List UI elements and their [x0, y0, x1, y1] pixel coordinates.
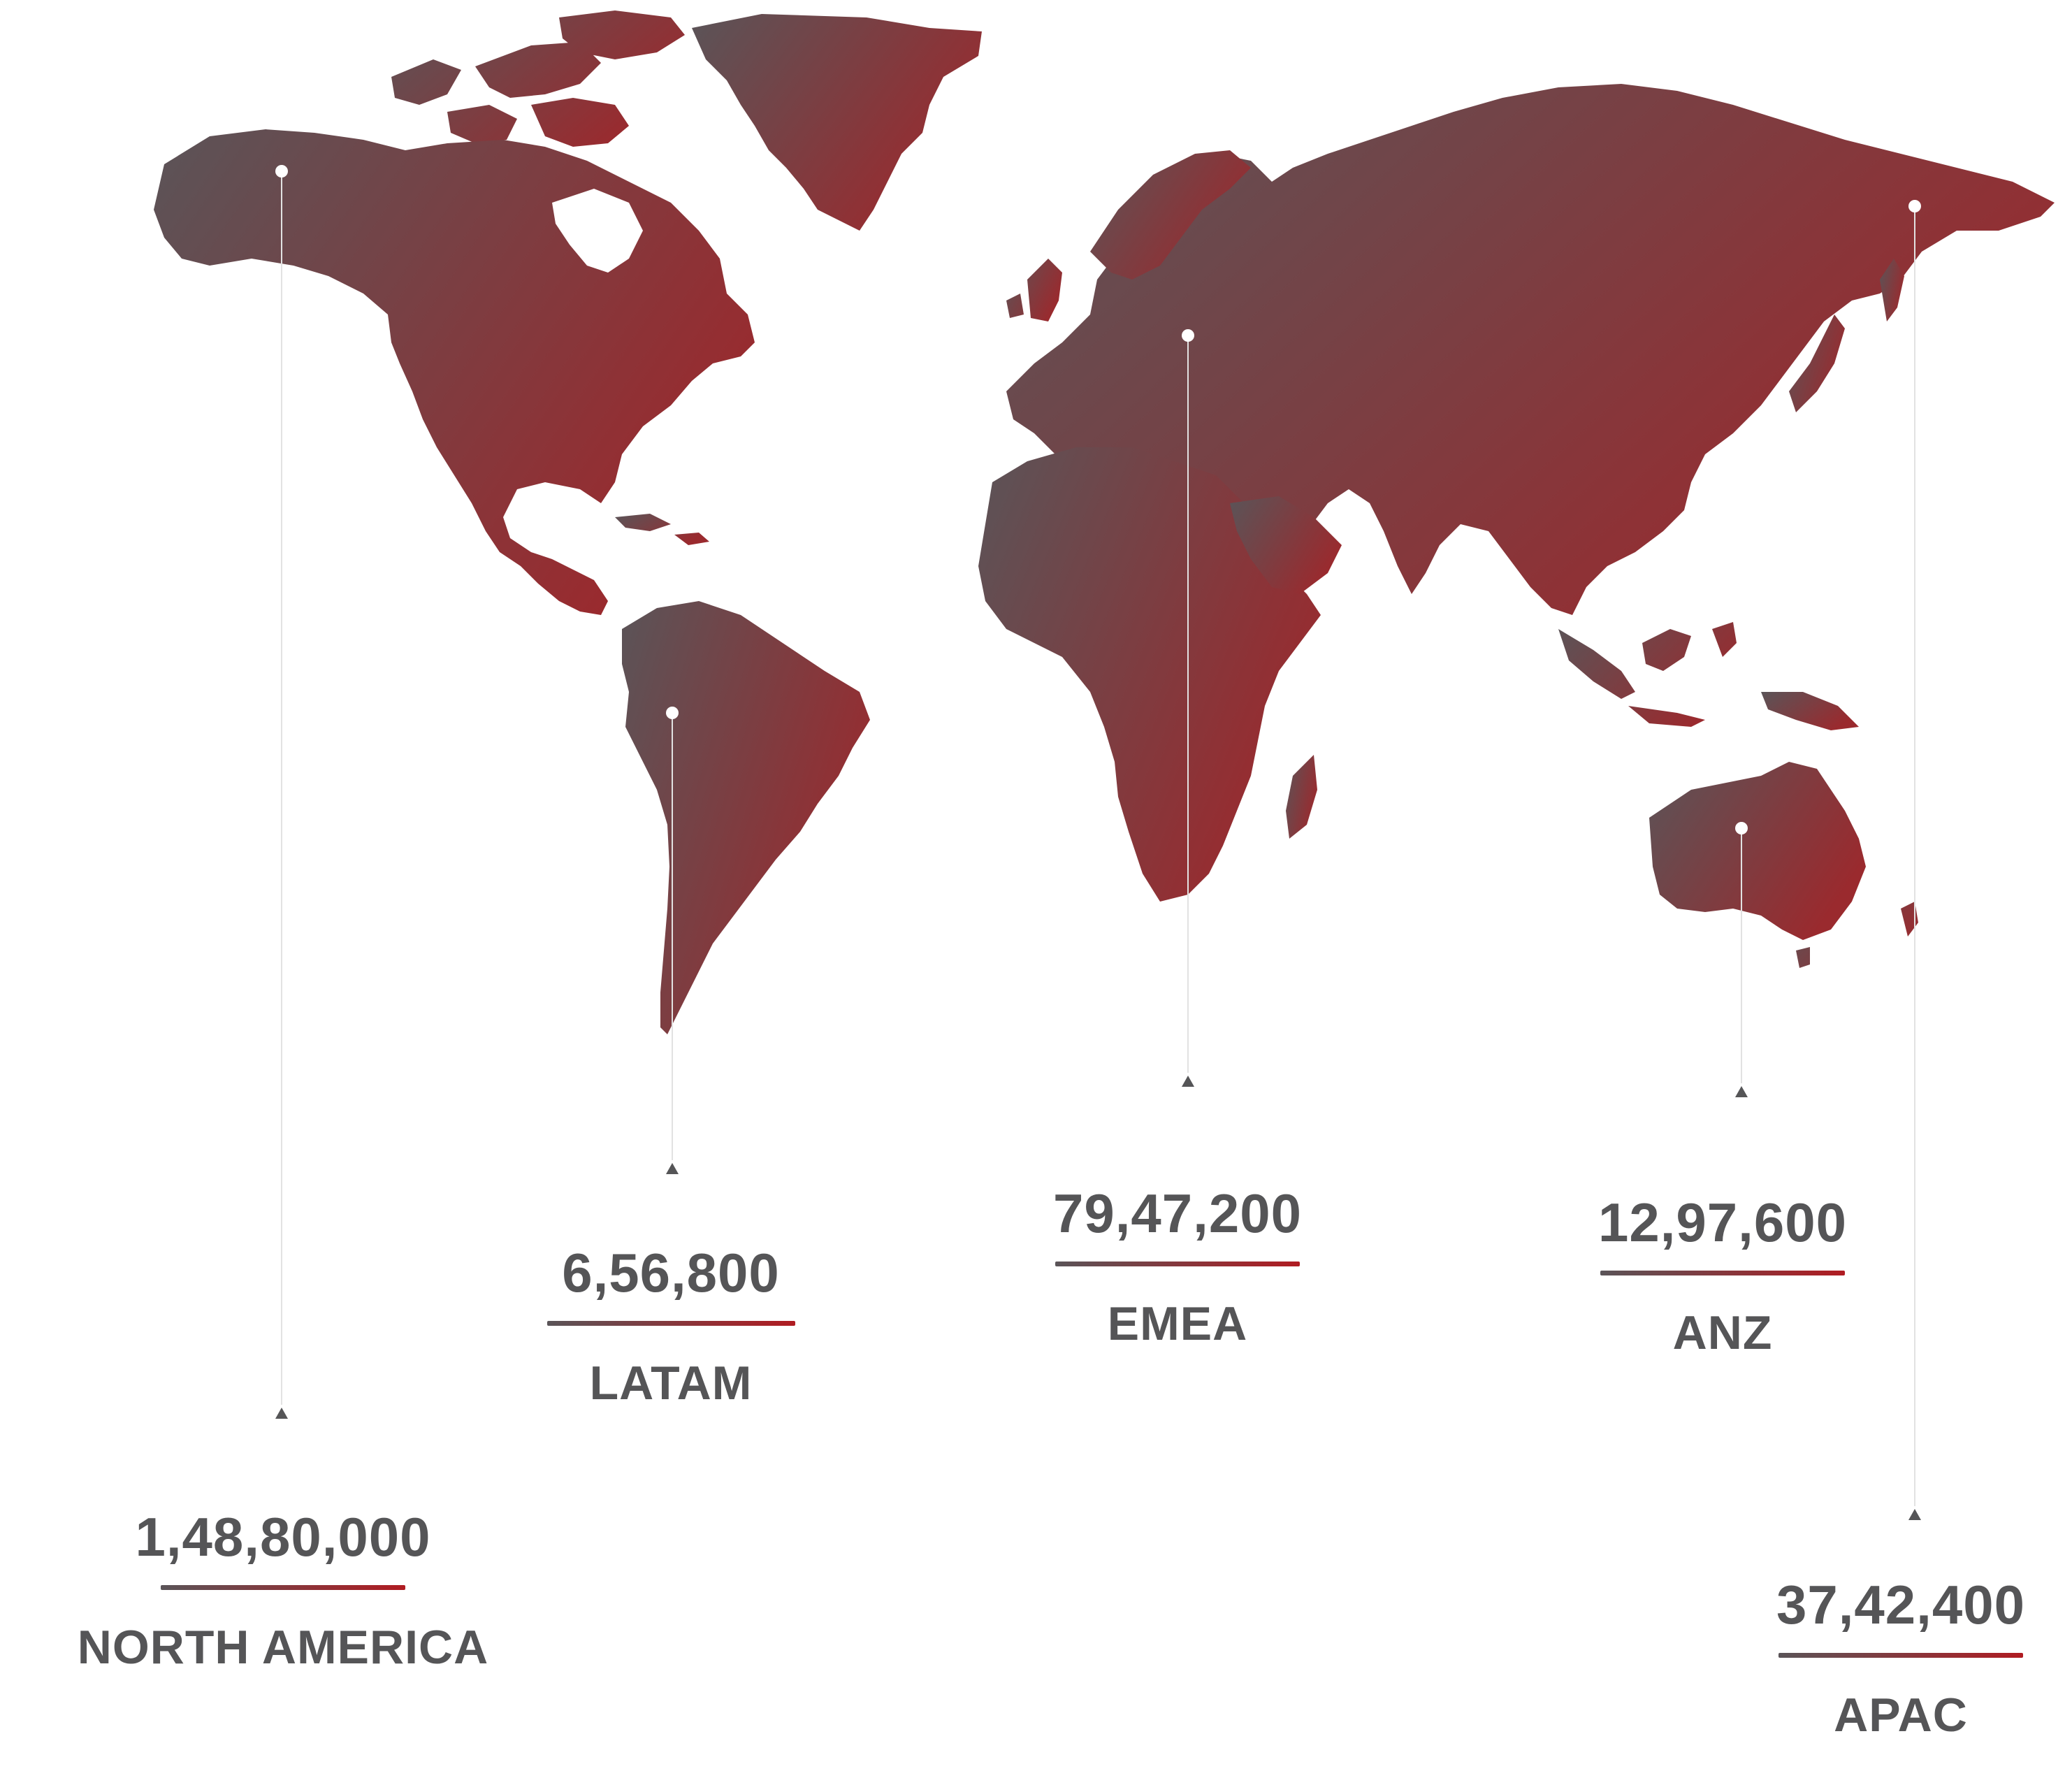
pointer-arrow-apac — [1908, 1509, 1921, 1520]
sakhalin-landmass — [1880, 259, 1904, 321]
japan-landmass — [1789, 315, 1845, 412]
region-underline — [1600, 1271, 1845, 1275]
region-name: APAC — [1834, 1689, 1968, 1742]
region-value: 6,56,800 — [562, 1242, 780, 1303]
leader-lines — [275, 165, 1921, 1520]
region-underline — [546, 1321, 795, 1326]
region-name: ANZ — [1672, 1306, 1773, 1359]
region-north-america: 1,48,80,000 NORTH AMERICA — [42, 1510, 524, 1671]
region-underline — [1055, 1262, 1300, 1266]
location-marker-apac — [1908, 200, 1921, 212]
scandinavia-landmass — [1090, 150, 1251, 280]
hudson-bay — [552, 189, 643, 273]
region-emea: 79,47,200 EMEA — [992, 1186, 1363, 1347]
new-guinea-landmass — [1761, 692, 1859, 730]
north-america-landmass — [154, 129, 755, 615]
pointer-arrow-emea — [1182, 1076, 1194, 1087]
eurasia-landmass — [1006, 84, 2055, 615]
pointer-arrow-latam — [666, 1163, 679, 1174]
region-value: 12,97,600 — [1598, 1192, 1847, 1253]
british-isles-landmass — [1006, 259, 1062, 321]
region-underline — [161, 1585, 405, 1590]
region-value: 79,47,200 — [1052, 1183, 1302, 1244]
location-marker-anz — [1735, 822, 1748, 834]
region-value: 1,48,80,000 — [135, 1506, 431, 1568]
region-name: LATAM — [589, 1357, 753, 1410]
arabia-landmass — [1230, 496, 1342, 594]
region-apac: 37,42,400 APAC — [1733, 1577, 2069, 1739]
location-marker-emea — [1182, 329, 1194, 342]
region-anz: 12,97,600 ANZ — [1537, 1195, 1908, 1357]
region-name: NORTH AMERICA — [77, 1621, 489, 1674]
region-name: EMEA — [1107, 1297, 1248, 1350]
tasmania-new-zealand-landmass — [1796, 902, 1918, 968]
africa-landmass — [978, 447, 1321, 902]
caribbean-islands-landmass — [615, 514, 709, 545]
greenland-landmass — [692, 14, 982, 231]
region-value: 37,42,400 — [1776, 1574, 2025, 1635]
location-marker-north-america — [275, 165, 288, 178]
australia-landmass — [1649, 762, 1866, 940]
region-latam: 6,56,800 LATAM — [489, 1245, 853, 1407]
pointer-arrow-north-america — [275, 1408, 288, 1419]
region-underline — [1778, 1653, 2023, 1658]
south-america-landmass — [622, 601, 870, 1034]
pointer-arrow-anz — [1735, 1086, 1748, 1097]
location-marker-latam — [666, 707, 679, 719]
arctic-islands-landmass — [391, 10, 685, 147]
madagascar-landmass — [1286, 755, 1317, 839]
southeast-asia-islands-landmass — [1558, 622, 1737, 727]
